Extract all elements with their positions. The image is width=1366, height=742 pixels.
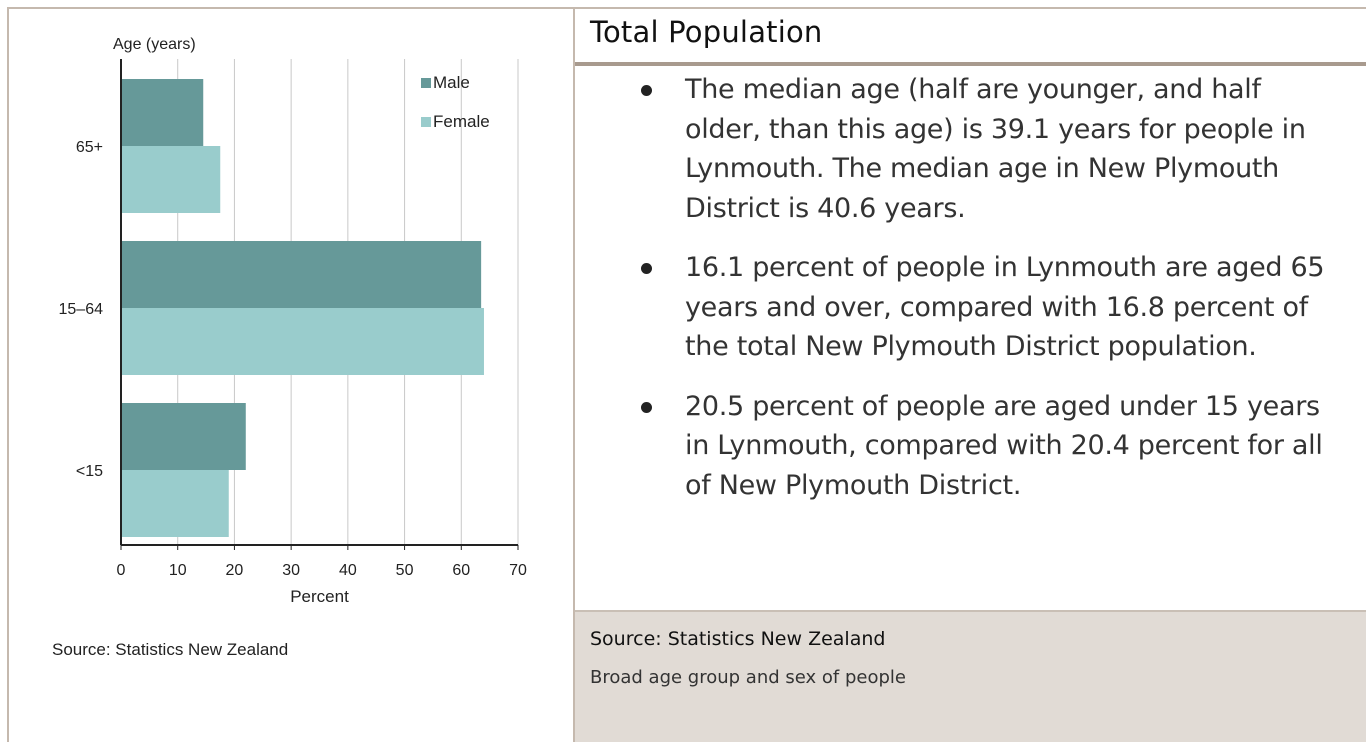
x-tick-label: 60 — [452, 562, 470, 579]
x-tick-label: 30 — [282, 562, 300, 579]
panel-title: Total Population — [590, 15, 823, 49]
bar-male — [121, 403, 246, 470]
bar-female — [121, 308, 484, 375]
legend-swatch-female — [421, 117, 431, 127]
x-tick-label: 40 — [339, 562, 357, 579]
bar-female — [121, 146, 221, 213]
legend-label: Male — [433, 73, 470, 92]
footer-caption: Broad age group and sex of people — [590, 667, 906, 688]
bar-male — [121, 79, 204, 146]
bullet-dot-icon — [641, 263, 652, 274]
x-tick-label: 0 — [117, 562, 126, 579]
footer-source: Source: Statistics New Zealand — [590, 628, 886, 650]
title-rule — [575, 62, 1366, 66]
x-tick-label: 70 — [509, 562, 527, 579]
panel-divider — [573, 7, 575, 742]
bar-female — [121, 470, 229, 537]
bullet-list: The median age (half are younger, and ha… — [637, 70, 1337, 525]
bullet-item: 20.5 percent of people are aged under 15… — [637, 387, 1337, 506]
bullet-item: The median age (half are younger, and ha… — [637, 70, 1337, 228]
x-axis-title: Percent — [290, 587, 349, 606]
chart-panel: 0 10 20 30 40 50 60 70 65+ 15–64 <15 Age (years) Per… — [9, 9, 573, 742]
y-category-label: 65+ — [76, 139, 103, 156]
legend-swatch-male — [421, 78, 431, 88]
population-chart: 0 10 20 30 40 50 60 70 65+ 15–64 <15 Age (years) Per… — [59, 36, 528, 606]
x-tick-label: 20 — [226, 562, 244, 579]
y-category-label: <15 — [76, 463, 103, 480]
y-category-label: 15–64 — [59, 301, 104, 318]
x-tick-label: 50 — [396, 562, 414, 579]
bullet-dot-icon — [641, 85, 652, 96]
outer-border — [7, 7, 1366, 742]
bullet-text: 16.1 percent of people in Lynmouth are a… — [685, 252, 1325, 362]
bullet-item: 16.1 percent of people in Lynmouth are a… — [637, 248, 1337, 367]
chart-source: Source: Statistics New Zealand — [52, 640, 289, 659]
bar-male — [121, 241, 482, 308]
bullet-dot-icon — [641, 401, 652, 413]
footer-box: Source: Statistics New Zealand Broad age… — [575, 610, 1366, 742]
bullet-text: The median age (half are younger, and ha… — [685, 74, 1306, 224]
info-panel: Total Population The median age (half ar… — [575, 9, 1366, 742]
y-axis-title: Age (years) — [113, 36, 196, 53]
legend-label: Female — [433, 112, 490, 131]
bullet-text: 20.5 percent of people are aged under 15… — [685, 390, 1323, 501]
x-tick-label: 10 — [169, 562, 187, 579]
